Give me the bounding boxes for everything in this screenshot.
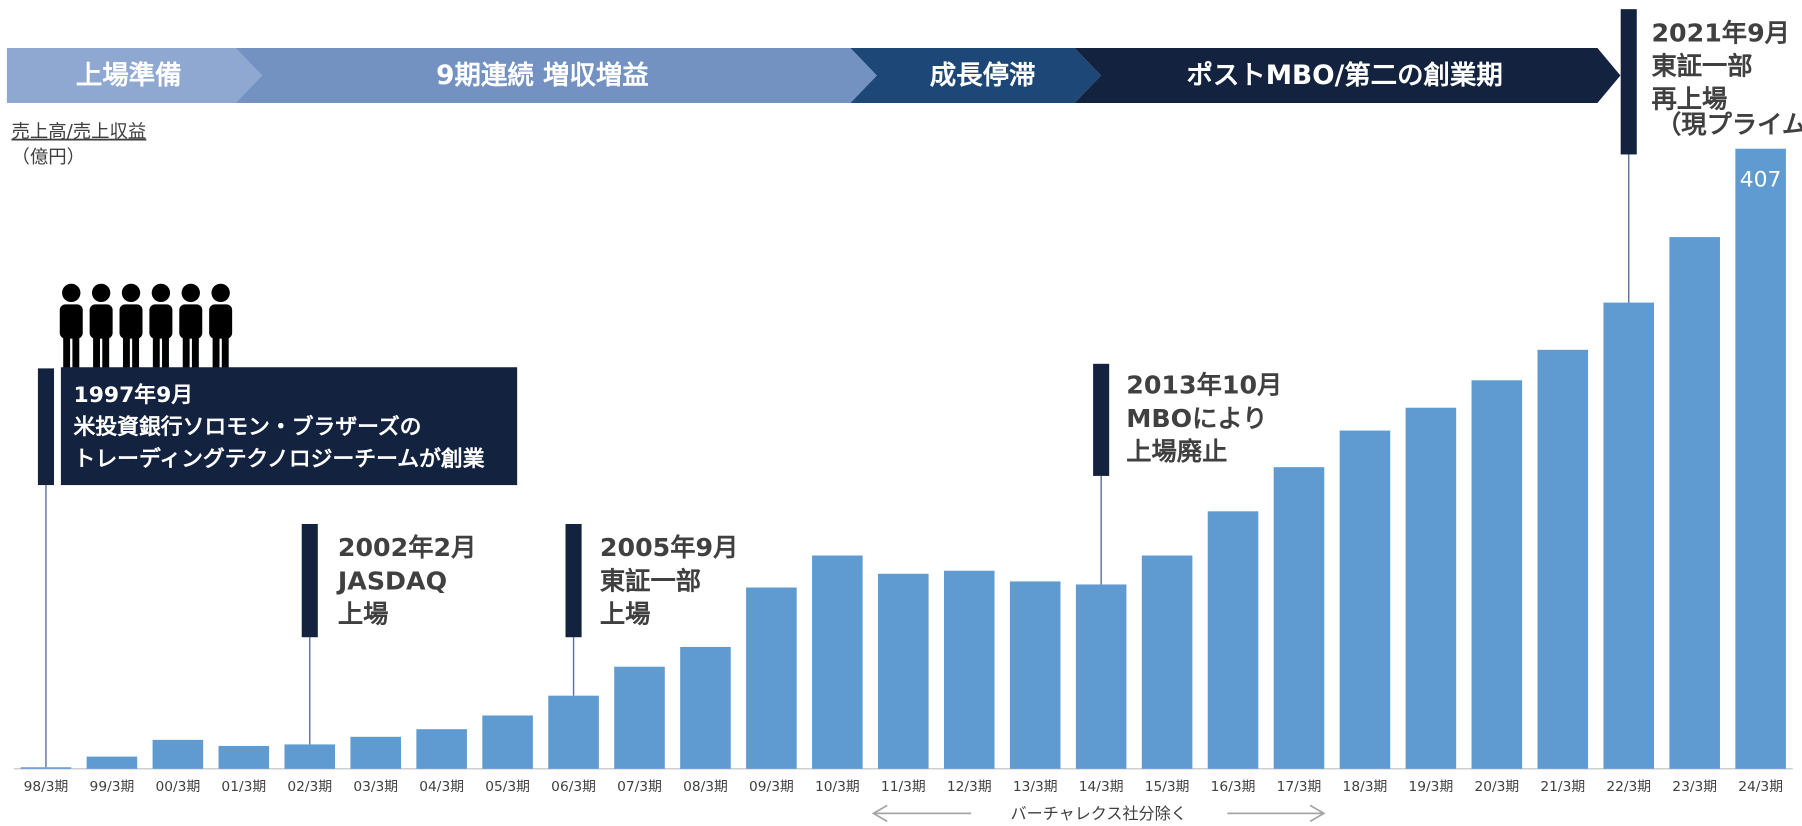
x-tick-label: 16/3期 [1211,779,1256,795]
x-tick-label: 98/3期 [24,779,69,795]
phase-banner: 上場準備 9期連続 増収増益 成長停滞 ポストMBO/第二の創業期 [6,48,1621,103]
bar [1339,430,1391,769]
x-tick-label: 03/3期 [353,779,398,795]
x-tick-label: 18/3期 [1343,779,1388,795]
bar [482,715,533,769]
annotation-text: 1997年9月 [74,382,194,408]
x-tick-label: 06/3期 [551,779,596,795]
bar [548,695,599,769]
annotation-marker [565,523,582,638]
bar [878,573,929,769]
bar [1603,302,1655,769]
x-tick-label: 13/3期 [1013,779,1058,795]
x-tick-label: 10/3期 [815,779,860,795]
bar [1207,511,1259,769]
bar [1735,148,1786,769]
annotation-marker [1620,9,1637,155]
annotation-text: 2002年2月 [338,533,476,562]
phase-label: ポストMBO/第二の創業期 [1186,60,1502,91]
x-tick-label: 21/3期 [1540,779,1585,795]
annotation-text: 2013年10月 [1126,371,1282,400]
annotation-text: 東証一部 [1651,52,1752,81]
bar [416,729,467,769]
bar [20,767,72,769]
bar [152,739,204,769]
y-axis-label: 売上高/売上収益 [11,122,146,143]
phase-label: 成長停滞 [930,60,1036,91]
x-tick-label: 09/3期 [749,779,794,795]
annotation-text: 上場 [600,600,651,629]
annotation-marker [37,368,55,486]
bar [218,745,270,769]
y-axis-unit: （億円） [11,147,84,168]
bar [1273,467,1325,769]
bar [284,744,336,769]
x-tick-label: 12/3期 [947,779,992,795]
bar [1141,555,1193,769]
x-tick-label: 22/3期 [1606,779,1651,795]
annotation-text: 東証一部 [600,566,701,595]
x-tick-label: 07/3期 [617,779,662,795]
phase-shape [6,48,263,103]
x-tick-label: 02/3期 [287,779,332,795]
x-tick-label: 01/3期 [221,779,266,795]
x-tick-label: 11/3期 [881,779,926,795]
x-tick-label: 05/3期 [485,779,530,795]
bar [1075,584,1127,769]
phase-shape [850,48,1101,103]
bar [1009,581,1061,769]
footnote [871,804,1326,823]
x-tick-label: 20/3期 [1474,779,1519,795]
annotation-text: 2021年9月 [1651,18,1790,47]
annotation-text: 米投資銀行ソロモン・ブラザーズの [74,414,422,440]
bar [680,646,731,769]
bar [86,756,138,769]
annotation-text: 上場廃止 [1126,437,1227,466]
x-tick-label: 19/3期 [1409,779,1454,795]
bar [350,736,401,769]
annotation-box [60,367,518,486]
x-tick-label: 08/3期 [683,779,728,795]
x-tick-label: 23/3期 [1672,779,1717,795]
bar [746,587,797,769]
annotation-text: MBOにより [1126,404,1267,433]
bar [812,555,863,769]
bar [1669,237,1720,769]
bar [1405,407,1457,769]
annotation-marker [301,523,318,638]
x-tick-label: 17/3期 [1277,779,1322,795]
annotation-text: （現プライム市場） [1656,110,1802,139]
phase-label: 9期連続 増収増益 [436,60,649,91]
annotation-text: 再上場 [1651,85,1727,114]
x-tick-label: 14/3期 [1079,779,1124,795]
annotation-text: 2005年9月 [600,533,738,562]
x-tick-label: 15/3期 [1145,779,1190,795]
phase-shape [235,48,877,103]
x-tick-label: 00/3期 [155,779,200,795]
phase-label: 上場準備 [76,60,182,91]
x-tick-label: 24/3期 [1738,779,1783,795]
people-icon [59,283,233,369]
annotation-marker [1093,363,1110,476]
annotation-text: 上場 [338,600,389,629]
bar [614,666,665,769]
value-label: 407 [1740,168,1782,193]
bar [1471,380,1523,769]
bar [943,570,995,769]
annotation-text: JASDAQ [336,566,447,595]
x-tick-label: 99/3期 [90,779,135,795]
footnote-text: バーチャレクス社分除く [1011,804,1187,823]
annotation-text: トレーディングテクノロジーチームが創業 [74,446,485,472]
phase-shape [1074,48,1621,103]
bar [1537,349,1589,769]
x-tick-label: 04/3期 [419,779,464,795]
